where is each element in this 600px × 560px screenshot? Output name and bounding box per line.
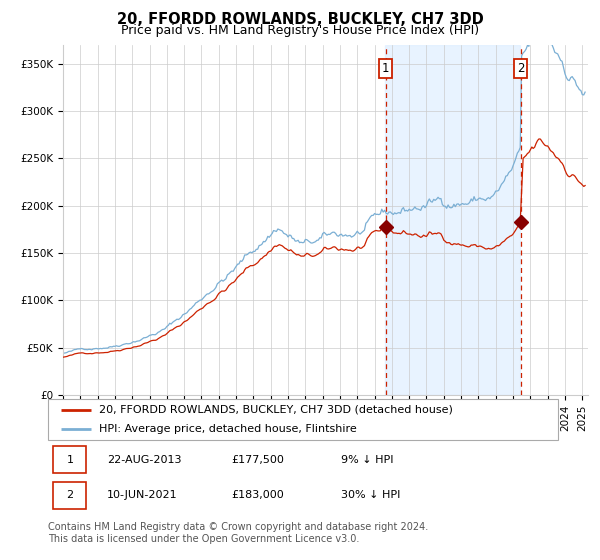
Text: 1: 1 (67, 455, 73, 465)
Text: 9% ↓ HPI: 9% ↓ HPI (341, 455, 394, 465)
FancyBboxPatch shape (53, 446, 86, 473)
Text: 2: 2 (517, 62, 524, 75)
Text: 30% ↓ HPI: 30% ↓ HPI (341, 491, 401, 500)
Text: 10-JUN-2021: 10-JUN-2021 (107, 491, 177, 500)
Bar (385, 45, 520, 395)
FancyBboxPatch shape (53, 482, 86, 509)
FancyBboxPatch shape (48, 399, 558, 440)
Text: 22-AUG-2013: 22-AUG-2013 (107, 455, 181, 465)
Text: 1: 1 (382, 62, 389, 75)
Text: HPI: Average price, detached house, Flintshire: HPI: Average price, detached house, Flin… (99, 423, 357, 433)
Text: £183,000: £183,000 (232, 491, 284, 500)
Text: 20, FFORDD ROWLANDS, BUCKLEY, CH7 3DD (detached house): 20, FFORDD ROWLANDS, BUCKLEY, CH7 3DD (d… (99, 405, 453, 415)
Text: This data is licensed under the Open Government Licence v3.0.: This data is licensed under the Open Gov… (48, 534, 359, 544)
Text: Contains HM Land Registry data © Crown copyright and database right 2024.: Contains HM Land Registry data © Crown c… (48, 522, 428, 532)
Text: £177,500: £177,500 (232, 455, 284, 465)
Text: 2: 2 (67, 491, 73, 500)
Text: 20, FFORDD ROWLANDS, BUCKLEY, CH7 3DD: 20, FFORDD ROWLANDS, BUCKLEY, CH7 3DD (116, 12, 484, 27)
Text: Price paid vs. HM Land Registry's House Price Index (HPI): Price paid vs. HM Land Registry's House … (121, 24, 479, 37)
